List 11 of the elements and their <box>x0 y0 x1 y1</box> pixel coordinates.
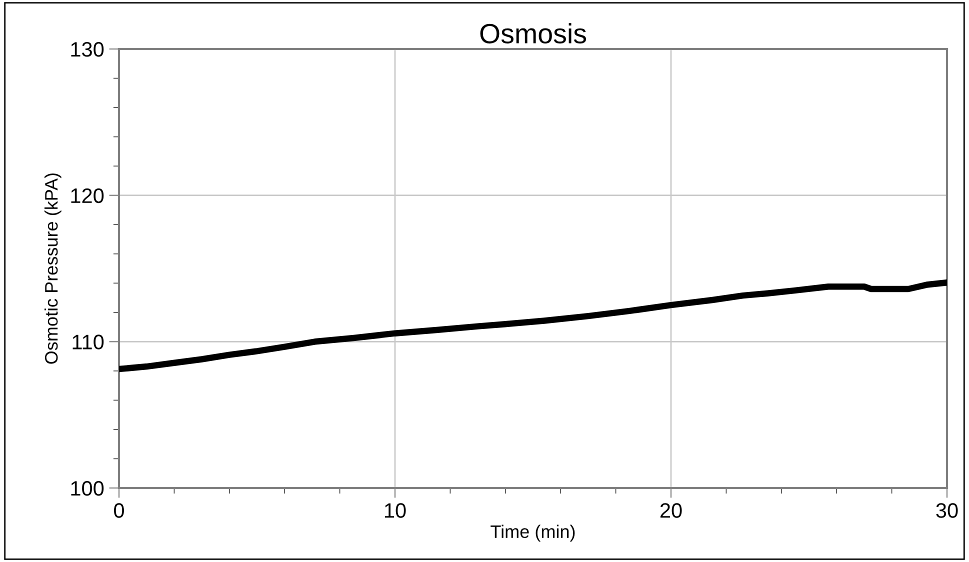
y-tick-label: 130 <box>71 42 104 57</box>
y-tick-label: 120 <box>71 188 104 204</box>
y-tick-label: 110 <box>72 334 104 350</box>
x-tick-label: 20 <box>660 503 682 518</box>
y-tick-label: 100 <box>71 481 104 496</box>
chart-title: Osmosis <box>480 23 586 44</box>
x-tick-label: 10 <box>385 503 406 518</box>
x-axis-title: Time (min) <box>490 524 575 542</box>
x-tick-label: 0 <box>114 503 124 518</box>
x-tick-label: 30 <box>936 503 958 518</box>
y-axis-title: Osmotic Pressure (kPA) <box>44 173 62 364</box>
